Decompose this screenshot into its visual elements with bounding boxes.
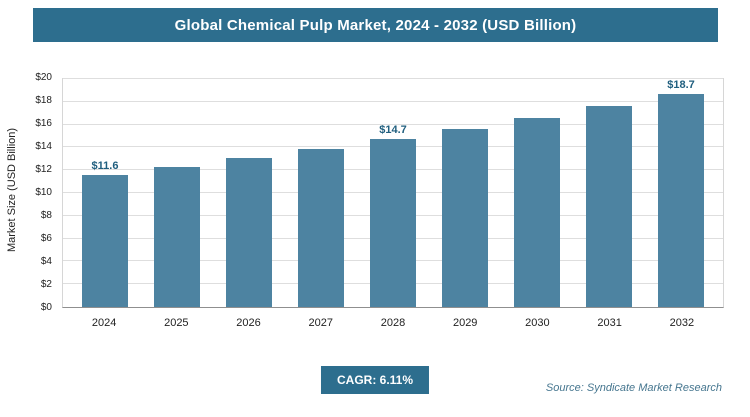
- bar-slot: [213, 79, 285, 307]
- y-tick-label: $16: [35, 118, 52, 129]
- y-tick-label: $18: [35, 95, 52, 106]
- bar-value-label: $14.7: [379, 124, 407, 137]
- y-tick-label: $12: [35, 164, 52, 175]
- x-tick-label: 2029: [452, 317, 478, 329]
- y-tick-label: $2: [40, 279, 52, 290]
- y-tick-label: $4: [40, 256, 52, 267]
- bar-slot: $18.7: [645, 79, 717, 307]
- bar: [370, 139, 416, 307]
- source-text: Source: Syndicate Market Research: [545, 382, 722, 394]
- bar-value-label: $11.6: [91, 159, 119, 172]
- x-tick-label: 2026: [236, 317, 261, 329]
- chart-title: Global Chemical Pulp Market, 2024 - 2032…: [174, 16, 577, 34]
- bar-slot: [501, 79, 573, 307]
- bar-slot: $14.7: [357, 79, 429, 307]
- bar-slot: [141, 79, 213, 307]
- bar: [298, 148, 344, 307]
- y-tick-label: $14: [35, 141, 52, 152]
- x-tick-label: 2028: [380, 317, 406, 329]
- x-tick-label: 2027: [308, 317, 333, 329]
- y-axis-ticks: $0 $2 $4 $6 $8 $10 $12 $14 $16 $18 $20: [0, 72, 56, 313]
- x-axis-labels: 2024 2025 2026 2027 2028 2029 2030 2031 2032: [62, 309, 724, 337]
- x-tick-label: 2025: [164, 317, 189, 329]
- x-tick-label: 2030: [525, 317, 550, 329]
- gridline: [63, 100, 723, 102]
- bar: [586, 106, 632, 307]
- gridline: [63, 78, 723, 79]
- cagr-badge: CAGR: 6.11%: [320, 366, 430, 394]
- y-tick-label: $0: [40, 302, 52, 313]
- y-tick-label: $10: [35, 187, 52, 198]
- cagr-label: CAGR: 6.11%: [336, 373, 414, 387]
- x-tick-label: 2031: [597, 317, 622, 329]
- bar-value-label: $18.7: [667, 79, 695, 91]
- plot-area: $11.6 $14.7 $18.7: [62, 78, 724, 308]
- bar: [658, 94, 704, 307]
- bar-slot: [429, 79, 501, 307]
- bar: [442, 129, 488, 307]
- bar: [154, 166, 200, 307]
- bar: [514, 117, 560, 307]
- y-tick-label: $20: [35, 72, 52, 83]
- gridline: [63, 123, 723, 125]
- bar-slot: [285, 79, 357, 307]
- y-tick-label: $8: [40, 210, 52, 221]
- bar: [82, 174, 128, 307]
- chart-title-banner: Global Chemical Pulp Market, 2024 - 2032…: [33, 8, 718, 42]
- bars-row: $11.6 $14.7 $18.7: [63, 79, 723, 307]
- x-tick-label: 2032: [669, 317, 695, 329]
- x-tick-label: 2024: [91, 317, 117, 329]
- bar-slot: [573, 79, 645, 307]
- bar-slot: $11.6: [69, 79, 141, 307]
- bar: [226, 157, 272, 307]
- y-tick-label: $6: [40, 233, 52, 244]
